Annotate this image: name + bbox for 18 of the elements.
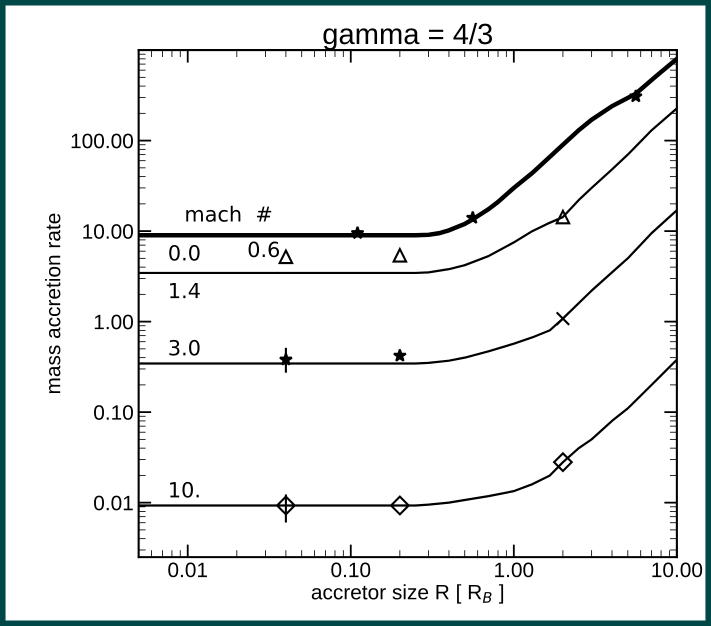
x-tick-label: 1.00	[495, 562, 534, 578]
y-tick-label: 100.00	[72, 134, 133, 148]
series-label: 0.0	[169, 244, 200, 261]
legend-title: mach #	[186, 206, 272, 222]
x-tick-label: 10.00	[652, 562, 702, 578]
y-tick-label: 10.00	[83, 224, 133, 239]
y-tick-label: 1.00	[94, 314, 133, 330]
series-label: 0.6	[248, 242, 280, 258]
y-tick-label: 0.10	[94, 405, 133, 420]
y-axis-title: mass accretion rate	[45, 214, 60, 394]
series-label: 10.	[170, 482, 199, 498]
x-axis-title: accretor size R [ R$_{B}$ ]	[312, 584, 504, 604]
chart-title: gamma = 4/3	[323, 22, 492, 50]
series-label: 1.4	[170, 282, 200, 298]
x-tick-label: 0.10	[331, 562, 370, 578]
y-tick-label: 0.01	[94, 496, 133, 510]
x-tick-label: 0.01	[168, 562, 207, 578]
series-label: 3.0	[169, 340, 200, 356]
